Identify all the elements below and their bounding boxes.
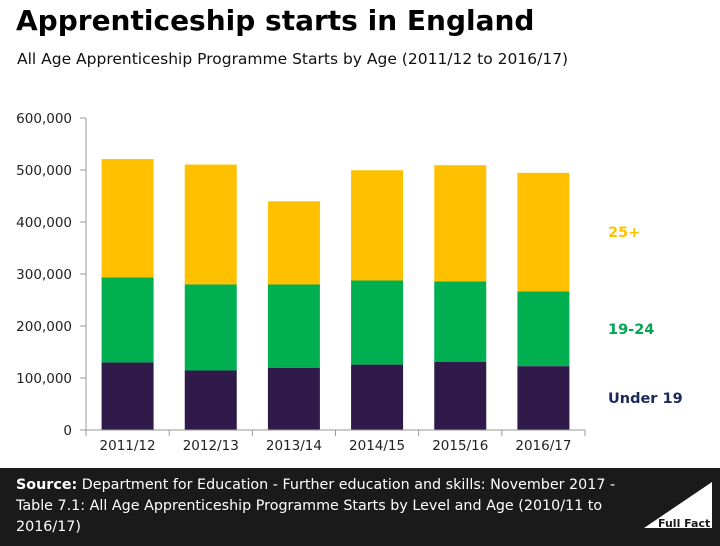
legend-label-25-: 25+ <box>608 225 640 241</box>
bar-segment-19-24 <box>351 280 404 365</box>
bar-segment-25- <box>184 164 237 285</box>
bar-segment-under-19 <box>101 362 154 430</box>
legend-label-19-24: 19-24 <box>608 322 654 338</box>
bar-segment-under-19 <box>517 366 570 430</box>
bar-segment-25- <box>351 170 404 281</box>
y-tick-label: 0 <box>63 423 72 439</box>
bar-segment-under-19 <box>267 367 320 430</box>
bar-segment-25- <box>267 201 320 285</box>
bar-segment-25- <box>101 159 154 278</box>
bar-segment-under-19 <box>434 361 487 430</box>
bar-segment-19-24 <box>101 277 154 363</box>
chart-title: Apprenticeship starts in England <box>16 4 535 37</box>
y-tick-label: 400,000 <box>16 215 72 231</box>
bar-segment-19-24 <box>184 284 237 371</box>
source-label: Source: <box>16 477 78 493</box>
bar-segment-25- <box>434 165 487 282</box>
y-tick-label: 600,000 <box>16 111 72 127</box>
bar-segment-19-24 <box>517 291 570 367</box>
source-text: Department for Education - Further educa… <box>16 477 616 535</box>
stacked-bar-chart: 0 100,000 200,000 300,000 400,000 500,000 600,… <box>16 111 683 454</box>
svg-text:Full Fact: Full Fact <box>658 517 710 530</box>
x-tick-label: 2015/16 <box>432 438 488 454</box>
bar-segment-19-24 <box>434 281 487 362</box>
legend-label-under-19: Under 19 <box>608 391 683 407</box>
x-tick-label: 2011/12 <box>100 438 156 454</box>
x-tick-label: 2013/14 <box>266 438 322 454</box>
chart-subtitle: All Age Apprenticeship Programme Starts … <box>17 50 569 68</box>
y-tick-label: 200,000 <box>16 319 72 335</box>
bar-segment-under-19 <box>184 370 237 430</box>
full-fact-logo: Full Fact <box>644 482 712 530</box>
bar-segment-25- <box>517 172 570 292</box>
source-footer: Source: Department for Education - Furth… <box>0 468 720 546</box>
x-tick-label: 2016/17 <box>515 438 571 454</box>
bar-segment-19-24 <box>267 284 320 368</box>
x-tick-label: 2012/13 <box>183 438 239 454</box>
bar-segment-under-19 <box>351 364 404 430</box>
y-tick-label: 100,000 <box>16 371 72 387</box>
source-note: Source: Department for Education - Furth… <box>16 475 616 538</box>
x-tick-label: 2014/15 <box>349 438 405 454</box>
y-tick-label: 500,000 <box>16 163 72 179</box>
y-tick-label: 300,000 <box>16 267 72 283</box>
